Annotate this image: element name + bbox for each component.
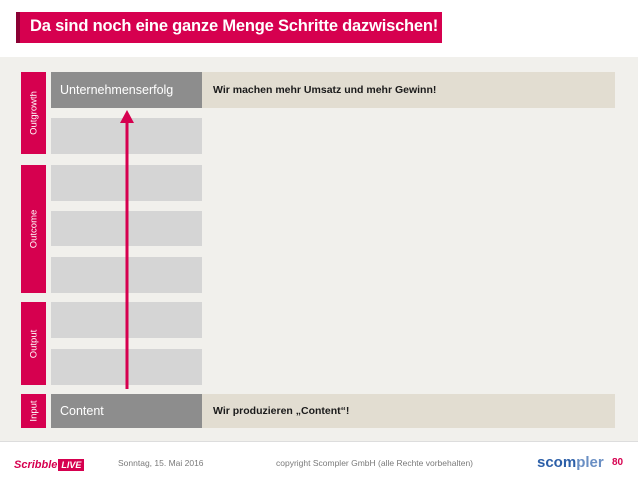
step-desc-outgrowth: Wir machen mehr Umsatz und mehr Gewinn! — [202, 72, 615, 108]
step-cell-outgrowth: Unternehmenserfolg — [51, 72, 202, 108]
step-label-content: Content — [60, 404, 104, 418]
scompler-logo: scompler — [537, 454, 604, 471]
step-desc-input: Wir produzieren „Content“! — [202, 394, 615, 428]
scompler-logo-part2: pler — [576, 454, 604, 471]
sidebar-input: Input — [21, 394, 46, 428]
arrow-head — [120, 110, 134, 123]
scribble-live-logo: Scribble LIVE — [14, 455, 85, 473]
sidebar-output: Output — [21, 302, 46, 385]
footer-divider — [0, 441, 638, 442]
footer-copyright: copyright Scompler GmbH (alle Rechte vor… — [276, 458, 474, 468]
scompler-logo-part1: scom — [537, 454, 577, 471]
scribble-logo-text: Scribble — [14, 459, 58, 471]
footer-date: Sonntag, 15. Mai 2016 — [118, 458, 204, 468]
step-label-unternehmenserfolg: Unternehmenserfolg — [60, 83, 174, 97]
slide-title: Da sind noch eine ganze Menge Schritte d… — [30, 17, 439, 35]
slide-title-bar: Da sind noch eine ganze Menge Schritte d… — [16, 12, 442, 43]
live-logo-badge: LIVE — [58, 459, 85, 471]
step-desc-text-input: Wir produzieren „Content“! — [213, 405, 350, 417]
sidebar-outcome: Outcome — [21, 165, 46, 293]
page-number: 80 — [612, 457, 624, 468]
sidebar-outgrowth: Outgrowth — [21, 72, 46, 154]
step-desc-text-outgrowth: Wir machen mehr Umsatz und mehr Gewinn! — [213, 84, 437, 96]
step-cell-input: Content — [51, 394, 202, 428]
